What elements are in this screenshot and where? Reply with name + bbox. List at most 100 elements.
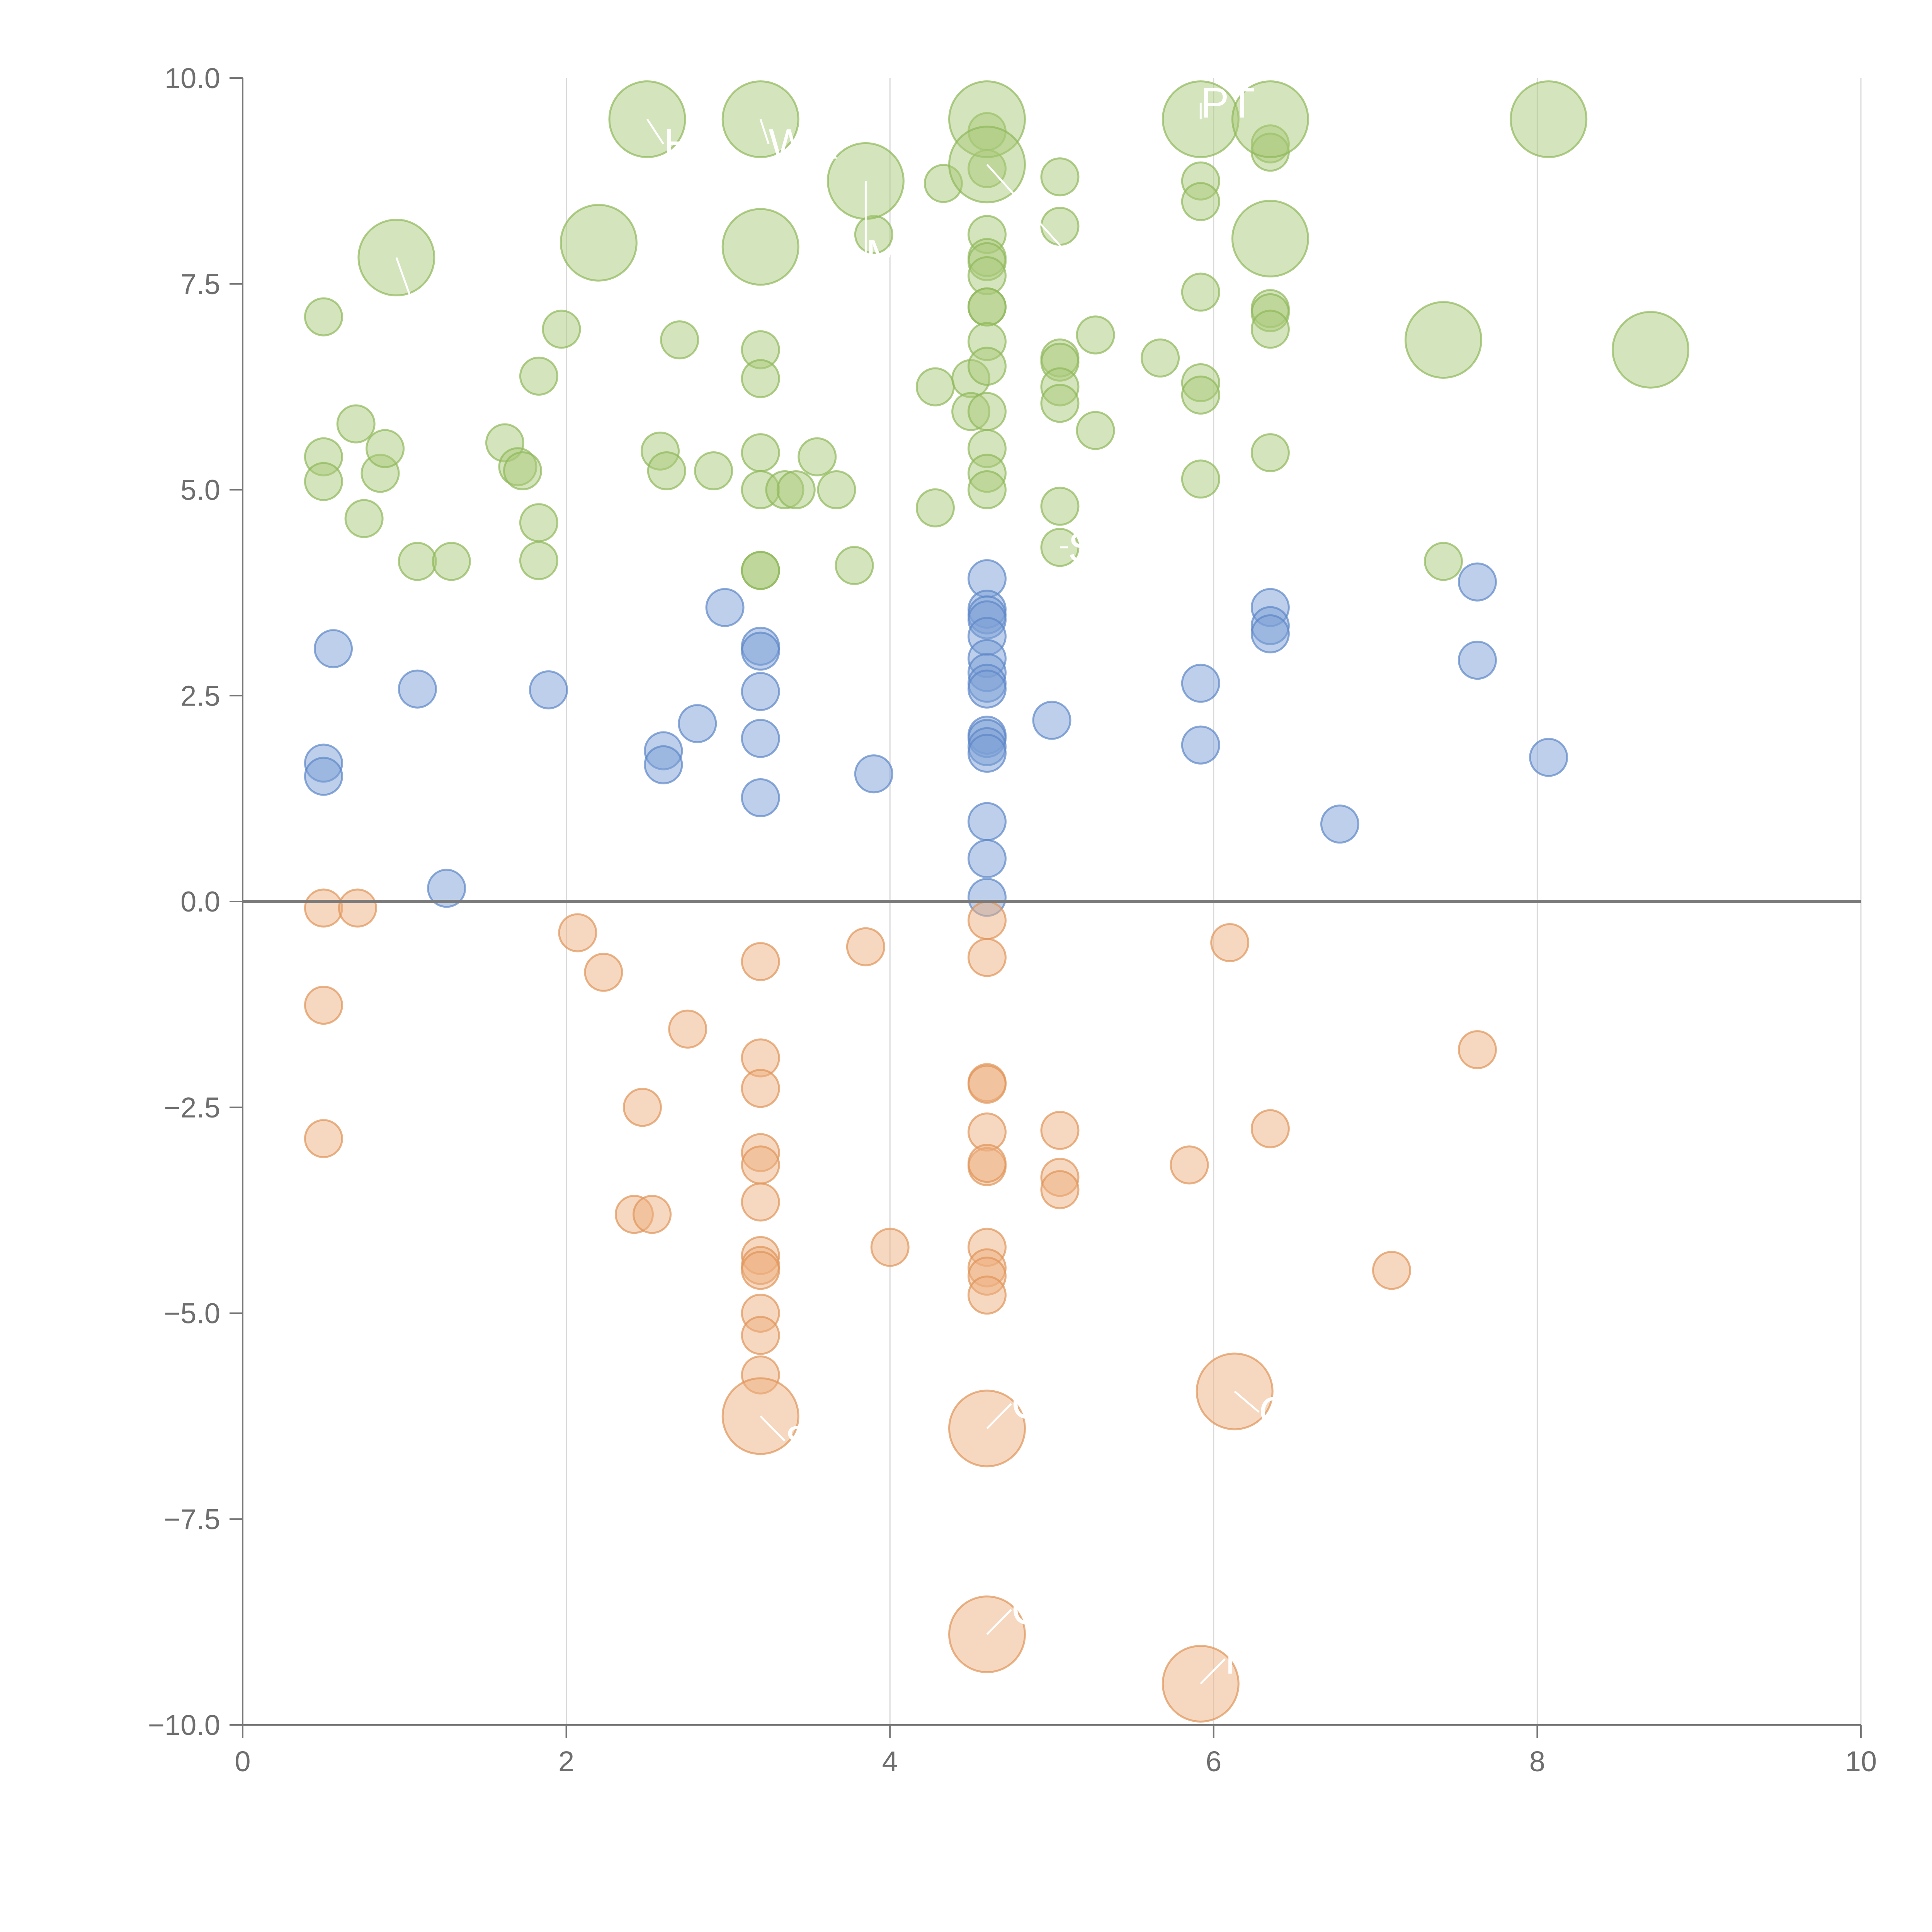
- blue-small-bubble: [644, 745, 683, 784]
- orange-small-bubble: [741, 1182, 780, 1222]
- green-small-bubble: [1040, 207, 1080, 246]
- orange-small-bubble: [846, 927, 885, 966]
- orange-small-bubble: [584, 952, 623, 992]
- green-small-bubble: [694, 451, 733, 490]
- green-small-bubble: [1076, 411, 1115, 450]
- blue-small-bubble: [967, 669, 1007, 709]
- green-small-bubble: [967, 287, 1007, 327]
- green-small-bubble: [1181, 182, 1220, 221]
- orange-small-bubble: [1372, 1251, 1411, 1290]
- orange-small-bubble: [967, 1276, 1007, 1315]
- green-small-bubble: [304, 297, 343, 337]
- y-tick-label: 10.0: [165, 62, 220, 94]
- green-small-bubble: [741, 359, 780, 398]
- green-small-bubble: [660, 320, 699, 360]
- x-tick-label: 8: [1529, 1745, 1545, 1777]
- label-leader-line: [395, 257, 414, 303]
- orange-small-bubble: [1458, 1030, 1497, 1070]
- orange-small-bubble: [338, 888, 377, 928]
- orange-small-bubble: [1040, 1170, 1080, 1209]
- orange-small-bubble: [1040, 1111, 1080, 1150]
- orange-small-bubble: [870, 1228, 910, 1267]
- orange-small-bubble: [1210, 923, 1250, 963]
- orange-small-bubble: [633, 1195, 672, 1234]
- blue-small-bubble: [967, 839, 1007, 878]
- label-leader-line: [760, 1415, 786, 1442]
- green-small-bubble: [432, 542, 471, 581]
- green-small-bubble: [519, 541, 558, 580]
- y-tick-label: 5.0: [180, 474, 220, 506]
- green-small-bubble: [798, 437, 837, 476]
- green-large-bubble: [1231, 80, 1309, 158]
- x-tick-label: 0: [235, 1745, 250, 1777]
- blue-small-bubble: [1458, 562, 1497, 602]
- orange-small-bubble: [668, 1009, 707, 1049]
- orange-small-bubble: [967, 1065, 1007, 1104]
- label-leader-line: [646, 119, 664, 145]
- bubble-label: O: [1259, 1388, 1292, 1436]
- green-small-bubble: [915, 367, 955, 406]
- bubble-label: C: [1011, 1586, 1042, 1634]
- bubble-label: H: [663, 120, 694, 168]
- y-tick-label: 0.0: [180, 886, 220, 918]
- blue-small-bubble: [304, 757, 343, 796]
- orange-small-bubble: [1250, 1109, 1290, 1148]
- blue-small-bubble: [1032, 701, 1071, 740]
- green-large-bubble: [1510, 80, 1588, 158]
- blue-small-bubble: [529, 670, 568, 709]
- y-tick-label: −10.0: [148, 1709, 220, 1741]
- green-small-bubble: [398, 542, 437, 581]
- bubble-label: A: [413, 279, 441, 327]
- blue-small-bubble: [741, 719, 780, 758]
- blue-small-bubble: [854, 754, 893, 794]
- green-small-bubble: [1181, 375, 1220, 415]
- orange-small-bubble: [741, 1316, 780, 1355]
- green-small-bubble: [519, 356, 558, 396]
- green-small-bubble: [366, 429, 405, 468]
- label-leader-line: [986, 1609, 1012, 1635]
- green-small-bubble: [1250, 310, 1290, 349]
- green-small-bubble: [1423, 542, 1463, 581]
- bubble-label: S: [1068, 524, 1096, 571]
- blue-small-bubble: [967, 802, 1007, 841]
- bubble-label: N: [1076, 240, 1107, 287]
- bubble-label: WR: [769, 120, 839, 168]
- green-small-bubble: [1040, 384, 1080, 423]
- green-small-bubble: [741, 551, 780, 590]
- orange-small-bubble: [967, 1144, 1007, 1183]
- blue-small-bubble: [705, 588, 745, 627]
- y-tick-label: 2.5: [180, 680, 220, 712]
- green-small-bubble: [776, 470, 816, 509]
- y-tick-label: −7.5: [164, 1503, 220, 1535]
- green-small-bubble: [542, 310, 581, 349]
- x-tick-label: 2: [558, 1745, 574, 1777]
- green-small-bubble: [1040, 486, 1080, 526]
- green-large-bubble: [1231, 200, 1309, 278]
- blue-small-bubble: [678, 704, 717, 743]
- blue-small-bubble: [741, 778, 780, 817]
- green-small-bubble: [1250, 433, 1290, 473]
- bubble-label: C: [1011, 1380, 1042, 1428]
- x-tick-labels: 0 2 4 6 8 10: [235, 1725, 1877, 1777]
- green-small-bubble: [1040, 157, 1080, 197]
- y-tick-label: −5.0: [164, 1298, 220, 1330]
- bubble-label: PT: [1201, 79, 1255, 127]
- green-large-bubble: [721, 208, 799, 286]
- green-small-bubble: [835, 546, 874, 585]
- blue-small-bubble: [1320, 804, 1359, 844]
- label-leader-line: [759, 119, 770, 145]
- x-tick-label: 4: [882, 1745, 898, 1777]
- y-tick-labels: 10.0 7.5 5.0 2.5 0.0 −2.5 −5.0 −7.5 −10.0: [148, 62, 243, 1741]
- bubble-label: S: [785, 1417, 813, 1465]
- label-leader-line: [1234, 1391, 1260, 1413]
- green-small-bubble: [1141, 338, 1180, 378]
- green-small-bubble: [1181, 272, 1220, 312]
- orange-small-bubble: [622, 1088, 662, 1127]
- label-leader-line: [986, 1403, 1012, 1429]
- green-small-bubble: [967, 470, 1007, 509]
- blue-small-bubble: [741, 631, 780, 671]
- label-leader-line: [1200, 1658, 1226, 1685]
- green-small-bubble: [915, 488, 955, 527]
- blue-small-bubble: [741, 672, 780, 711]
